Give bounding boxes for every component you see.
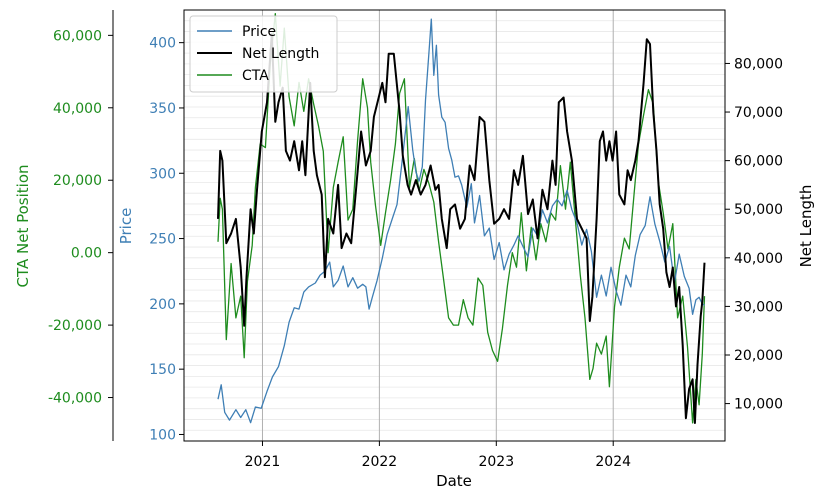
- series-line-net-length: [217, 33, 706, 424]
- price-tick-label: 200: [149, 297, 176, 313]
- net-length-tick-label: 80,000: [734, 56, 783, 72]
- price-tick-label: 400: [149, 36, 176, 52]
- legend-label-cta: CTA: [242, 68, 269, 84]
- plot-frame: [183, 9, 726, 442]
- price-tick-label: 300: [149, 166, 176, 182]
- net-length-tick-label: 20,000: [734, 348, 783, 364]
- x-axis: 2021 2022 2023 2024: [245, 441, 631, 470]
- net-length-axis-title: Net Length: [797, 185, 815, 268]
- legend-label-price: Price: [242, 24, 276, 40]
- series-line-cta: [217, 12, 706, 424]
- cta-tick-label: -40,000: [48, 391, 102, 407]
- price-tick-label: 150: [149, 362, 176, 378]
- cta-axis-title: CTA Net Position: [14, 164, 32, 287]
- cta-axis: 60,000 40,000 20,000 0.00 -20,000 -40,000: [48, 28, 113, 407]
- price-axis: 400 350 300 250 200 150 100: [149, 36, 184, 443]
- legend-label-net-length: Net Length: [242, 46, 319, 62]
- price-tick-label: 100: [149, 427, 176, 443]
- x-tick-label: 2021: [245, 454, 281, 470]
- x-axis-title: Date: [436, 472, 472, 490]
- net-length-tick-label: 10,000: [734, 397, 783, 413]
- net-length-tick-label: 40,000: [734, 251, 783, 267]
- cta-tick-label: 0.00: [71, 246, 102, 262]
- x-tick-label: 2023: [478, 454, 514, 470]
- series-layer: [217, 12, 706, 424]
- cta-tick-label: -20,000: [48, 318, 102, 334]
- series-line-price: [217, 18, 705, 424]
- cta-tick-label: 40,000: [53, 101, 102, 117]
- net-length-tick-label: 70,000: [734, 105, 783, 121]
- net-length-tick-label: 50,000: [734, 202, 783, 218]
- x-tick-label: 2024: [595, 454, 631, 470]
- net-length-tick-label: 30,000: [734, 299, 783, 315]
- cta-tick-label: 60,000: [53, 28, 102, 44]
- price-tick-label: 250: [149, 232, 176, 248]
- legend-box: [189, 15, 338, 93]
- net-length-tick-label: 60,000: [734, 154, 783, 170]
- net-length-axis: 80,000 70,000 60,000 50,000 40,000 30,000 20,0…: [725, 56, 783, 413]
- price-tick-label: 350: [149, 101, 176, 117]
- legend: Price Net Length CTA: [189, 15, 338, 93]
- cta-tick-label: 20,000: [53, 173, 102, 189]
- x-tick-label: 2022: [362, 454, 398, 470]
- price-axis-title: Price: [117, 208, 135, 245]
